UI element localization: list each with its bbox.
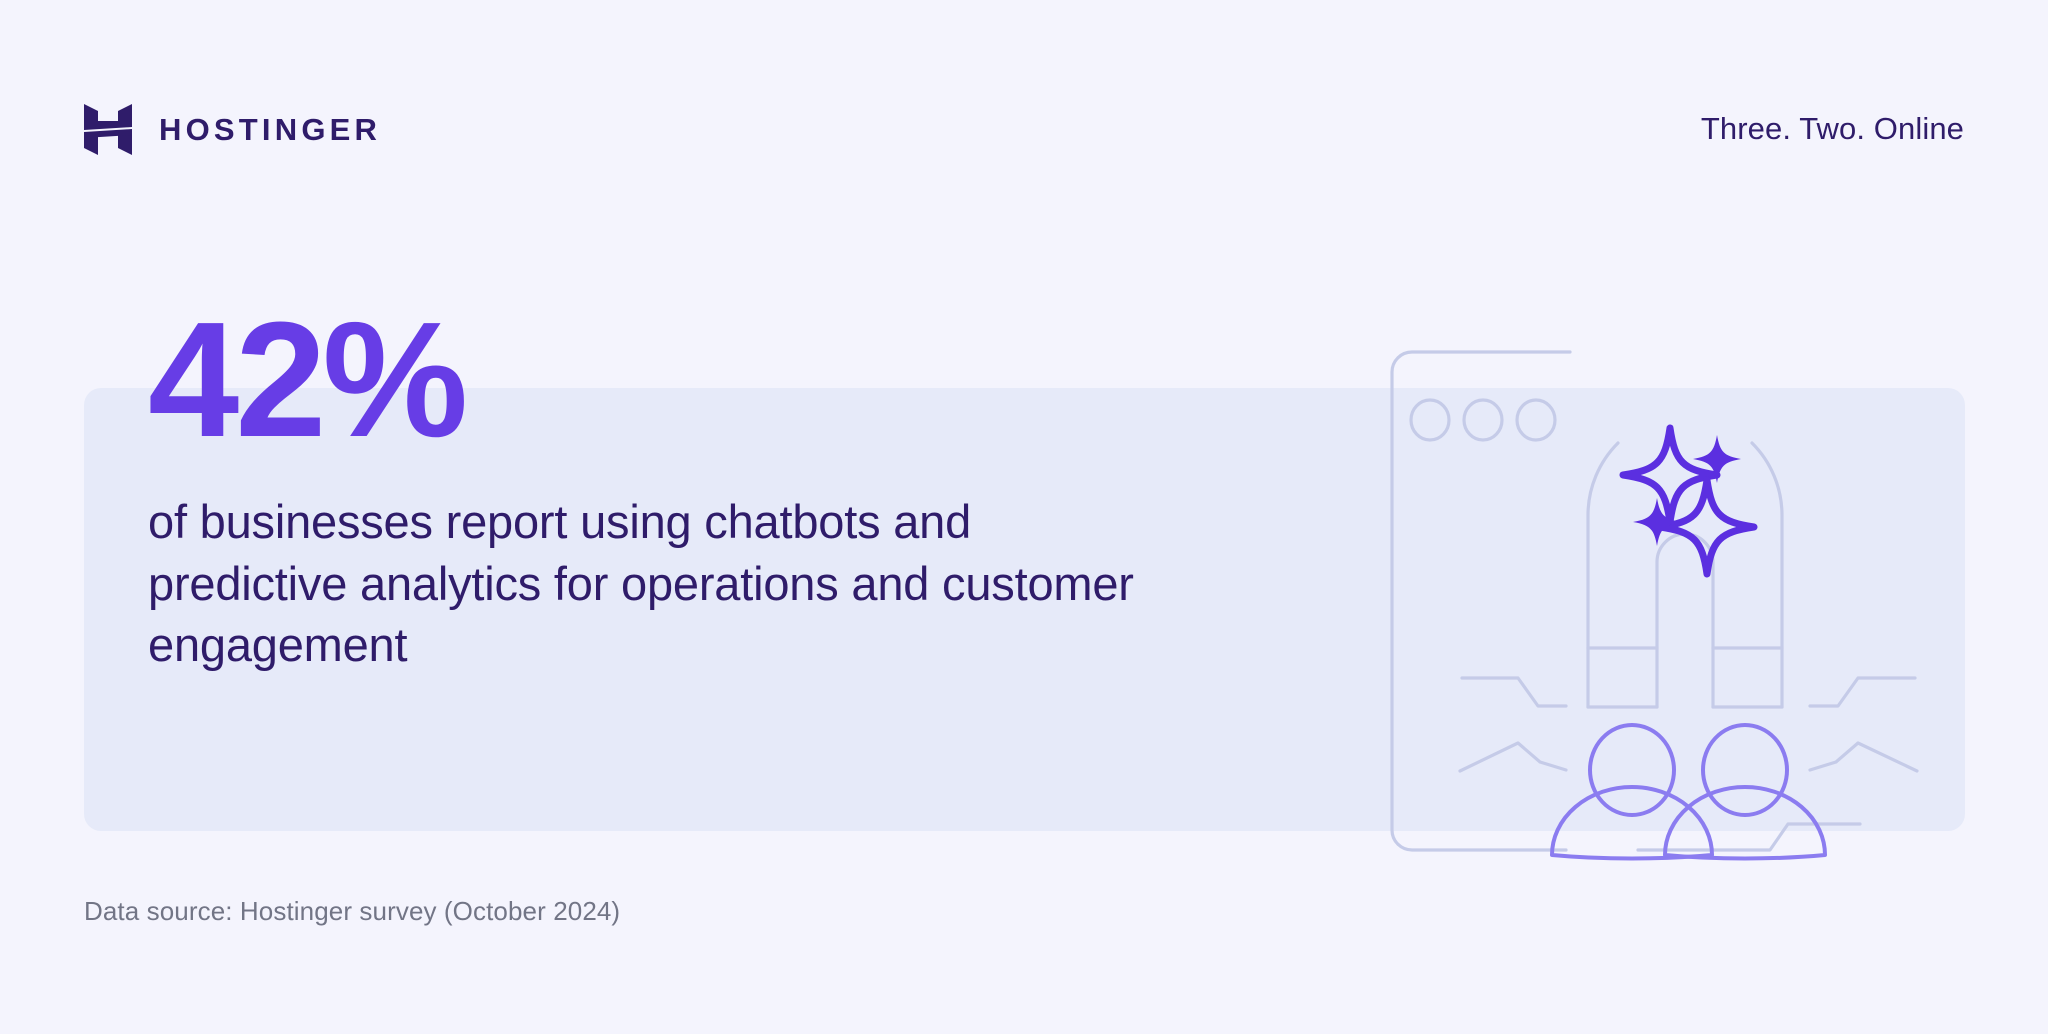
brand-name: HOSTINGER — [159, 111, 382, 147]
data-source-note: Data source: Hostinger survey (October 2… — [84, 896, 621, 926]
brand-logo[interactable]: HOSTINGER — [84, 101, 381, 158]
stat-content: 42% of businesses report using chatbots … — [148, 288, 1208, 676]
stat-description: of businesses report using chatbots and … — [148, 495, 1134, 672]
brand-tagline: Three. Two. Online — [1700, 111, 1964, 146]
stat-value: 42% — [148, 288, 468, 471]
hostinger-h-mark-icon — [84, 103, 132, 155]
page-header: HOSTINGER Three. Two. Online — [84, 98, 1964, 160]
